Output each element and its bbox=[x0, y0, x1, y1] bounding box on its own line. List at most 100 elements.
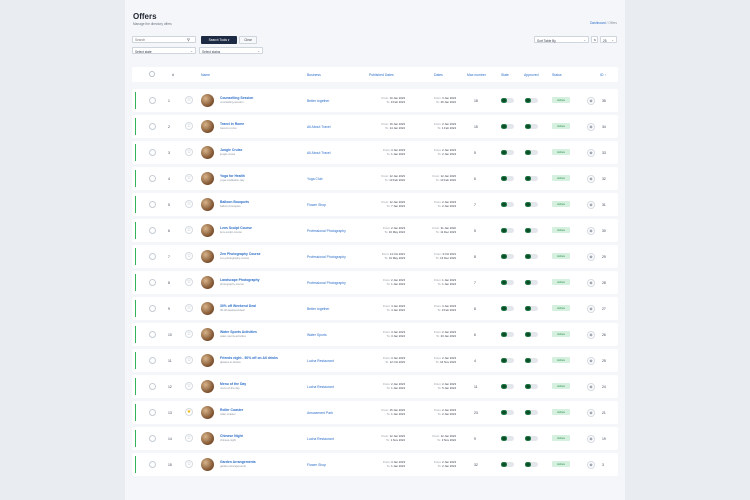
row-checkbox[interactable] bbox=[149, 174, 156, 182]
eye-icon[interactable]: ◉ bbox=[587, 356, 595, 365]
eye-icon[interactable]: ◉ bbox=[587, 96, 595, 105]
row-checkbox[interactable] bbox=[149, 382, 156, 390]
business-link[interactable]: Lucha Restaurant bbox=[307, 436, 334, 441]
table-row[interactable]: 1 ☆ Counselling Session counselling-session… bbox=[132, 89, 618, 112]
star-icon[interactable]: ☆ bbox=[185, 96, 193, 104]
approved-toggle[interactable] bbox=[525, 331, 538, 337]
star-icon[interactable]: ☆ bbox=[185, 200, 193, 208]
row-checkbox[interactable] bbox=[149, 148, 156, 156]
approved-toggle[interactable] bbox=[525, 305, 538, 311]
approved-toggle[interactable] bbox=[525, 227, 538, 233]
column-approved[interactable]: Approved bbox=[524, 73, 539, 77]
select-all-checkbox[interactable] bbox=[149, 71, 155, 77]
table-row[interactable]: 15 ☆ Garden Arrangements garden-arrangement… bbox=[132, 453, 618, 476]
star-icon[interactable]: ☆ bbox=[185, 304, 193, 312]
star-icon[interactable]: ☆ bbox=[185, 330, 193, 338]
approved-toggle[interactable] bbox=[525, 149, 538, 155]
table-row[interactable]: 13 ★ Roller Coaster roller-coaster Amusement… bbox=[132, 401, 618, 424]
approved-toggle[interactable] bbox=[525, 97, 538, 103]
row-checkbox[interactable] bbox=[149, 356, 156, 364]
state-toggle[interactable] bbox=[501, 409, 514, 415]
approved-toggle[interactable] bbox=[525, 175, 538, 181]
row-checkbox[interactable] bbox=[149, 408, 156, 416]
column-published-dates[interactable]: Published Dates bbox=[369, 73, 394, 77]
star-icon[interactable]: ☆ bbox=[185, 174, 193, 182]
table-row[interactable]: 14 ☆ Chinese Night chinese-night Lucha Resta… bbox=[132, 427, 618, 450]
eye-icon[interactable]: ◉ bbox=[587, 226, 595, 235]
offer-name-link[interactable]: Menu of the Day bbox=[220, 382, 247, 386]
eye-icon[interactable]: ◉ bbox=[587, 278, 595, 287]
business-link[interactable]: Lucha Restaurant bbox=[307, 358, 334, 363]
star-icon[interactable]: ★ bbox=[185, 408, 193, 416]
star-icon[interactable]: ☆ bbox=[185, 252, 193, 260]
eye-icon[interactable]: ◉ bbox=[587, 460, 595, 469]
search-input[interactable] bbox=[132, 36, 196, 43]
star-icon[interactable]: ☆ bbox=[185, 460, 193, 468]
approved-toggle[interactable] bbox=[525, 357, 538, 363]
table-row[interactable]: 8 ☆ Landscape Photography photography-cours… bbox=[132, 271, 618, 294]
offer-name-link[interactable]: Lens Sculpt Course bbox=[220, 226, 252, 230]
state-toggle[interactable] bbox=[501, 357, 514, 363]
state-toggle[interactable] bbox=[501, 461, 514, 467]
column-business[interactable]: Business bbox=[307, 73, 321, 77]
row-checkbox[interactable] bbox=[149, 122, 156, 130]
star-icon[interactable]: ☆ bbox=[185, 226, 193, 234]
table-row[interactable]: 6 ☆ Lens Sculpt Course lens-sculpt-course Pr… bbox=[132, 219, 618, 242]
table-row[interactable]: 9 ☆ 30% off Weekend Deal 30-off-weekend-dea… bbox=[132, 297, 618, 320]
table-row[interactable]: 5 ☆ Balloon Bouquets balloon-bouquets Flower… bbox=[132, 193, 618, 216]
search-tools-button[interactable]: Search Tools ▾ bbox=[201, 36, 237, 44]
row-checkbox[interactable] bbox=[149, 278, 156, 286]
state-toggle[interactable] bbox=[501, 149, 514, 155]
search-icon[interactable]: ⚲ bbox=[187, 37, 190, 42]
approved-toggle[interactable] bbox=[525, 123, 538, 129]
column-state[interactable]: State bbox=[501, 73, 509, 77]
star-icon[interactable]: ☆ bbox=[185, 356, 193, 364]
star-icon[interactable]: ☆ bbox=[185, 278, 193, 286]
offer-name-link[interactable]: Chinese Night bbox=[220, 434, 243, 438]
eye-icon[interactable]: ◉ bbox=[587, 174, 595, 183]
offer-name-link[interactable]: Roller Coaster bbox=[220, 408, 244, 412]
state-toggle[interactable] bbox=[501, 331, 514, 337]
business-link[interactable]: Yoga Club bbox=[307, 176, 323, 181]
approved-toggle[interactable] bbox=[525, 279, 538, 285]
approved-toggle[interactable] bbox=[525, 461, 538, 467]
business-link[interactable]: Flower Shop bbox=[307, 202, 327, 207]
row-checkbox[interactable] bbox=[149, 434, 156, 442]
star-icon[interactable]: ☆ bbox=[185, 434, 193, 442]
row-checkbox[interactable] bbox=[149, 252, 156, 260]
row-checkbox[interactable] bbox=[149, 226, 156, 234]
column-max-number[interactable]: Max number bbox=[467, 73, 486, 77]
eye-icon[interactable]: ◉ bbox=[587, 252, 595, 261]
business-link[interactable]: Better together bbox=[307, 306, 330, 311]
table-row[interactable]: 4 ☆ Yoga for Health yoga-meditation-day Yoga… bbox=[132, 167, 618, 190]
approved-toggle[interactable] bbox=[525, 383, 538, 389]
table-row[interactable]: 7 ☆ Zen Photography Course zen-photography-… bbox=[132, 245, 618, 268]
business-link[interactable]: All About Travel bbox=[307, 150, 331, 155]
state-toggle[interactable] bbox=[501, 253, 514, 259]
table-row[interactable]: 3 ☆ Jungle Cruise jungle-cruise All About Tr… bbox=[132, 141, 618, 164]
status-select[interactable]: Select status ⌄ bbox=[199, 47, 263, 54]
business-link[interactable]: Professional Photography bbox=[307, 254, 346, 259]
offer-name-link[interactable]: Counselling Session bbox=[220, 96, 254, 100]
state-toggle[interactable] bbox=[501, 279, 514, 285]
business-link[interactable]: All About Travel bbox=[307, 124, 331, 129]
state-toggle[interactable] bbox=[501, 227, 514, 233]
business-link[interactable]: Lucha Restaurant bbox=[307, 384, 334, 389]
eye-icon[interactable]: ◉ bbox=[587, 434, 595, 443]
row-checkbox[interactable] bbox=[149, 96, 156, 104]
offer-name-link[interactable]: Travel in Rome bbox=[220, 122, 245, 126]
business-link[interactable]: Flower Shop bbox=[307, 462, 327, 467]
state-toggle[interactable] bbox=[501, 201, 514, 207]
offer-name-link[interactable]: Jungle Cruise bbox=[220, 148, 243, 152]
offer-name-link[interactable]: Yoga for Health bbox=[220, 174, 245, 178]
breadcrumb-dashboard[interactable]: Dashboard bbox=[590, 21, 606, 25]
eye-icon[interactable]: ◉ bbox=[587, 408, 595, 417]
table-row[interactable]: 12 ☆ Menu of the Day menu-of-the-day Lucha R… bbox=[132, 375, 618, 398]
column-dates[interactable]: Dates bbox=[434, 73, 443, 77]
state-toggle[interactable] bbox=[501, 123, 514, 129]
row-checkbox[interactable] bbox=[149, 200, 156, 208]
business-link[interactable]: Professional Photography bbox=[307, 280, 346, 285]
business-link[interactable]: Professional Photography bbox=[307, 228, 346, 233]
eye-icon[interactable]: ◉ bbox=[587, 200, 595, 209]
approved-toggle[interactable] bbox=[525, 435, 538, 441]
